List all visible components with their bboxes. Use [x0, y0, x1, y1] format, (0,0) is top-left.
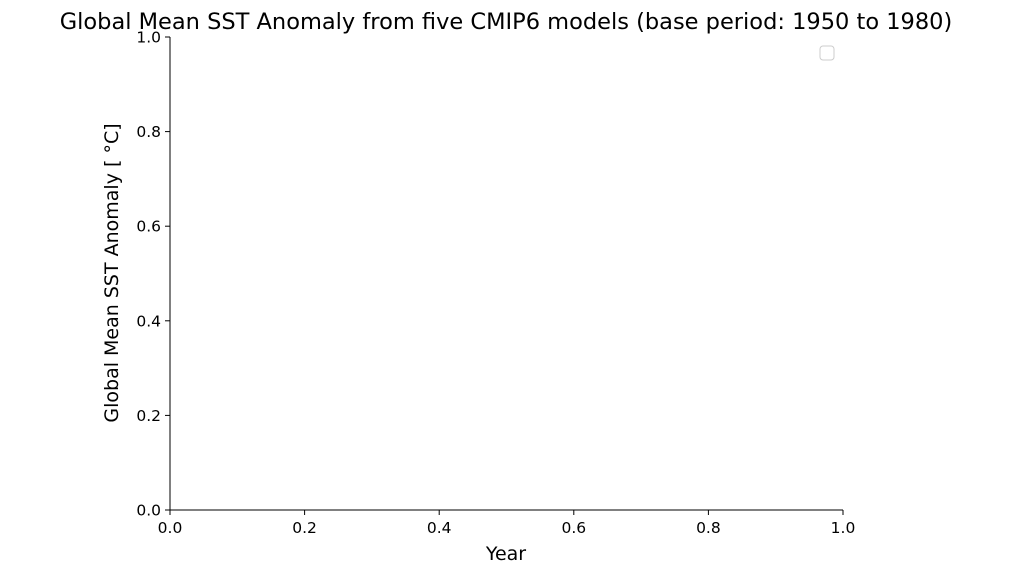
- x-tick-label: 1.0: [831, 519, 856, 537]
- x-tick-label: 0.6: [561, 519, 586, 537]
- x-axis: 0.0 0.2 0.4 0.6 0.8 1.0: [158, 509, 856, 537]
- y-tick-label: 1.0: [136, 29, 161, 47]
- y-axis-label: Global Mean SST Anomaly [ °C]: [101, 123, 123, 422]
- x-tick-label: 0.8: [696, 519, 721, 537]
- y-tick-label: 0.6: [136, 218, 161, 236]
- x-tick-label: 0.2: [292, 519, 317, 537]
- y-tick-label: 0.2: [136, 407, 161, 425]
- x-tick-label: 0.0: [158, 519, 183, 537]
- y-axis: 0.0 0.2 0.4 0.6 0.8 1.0: [136, 29, 171, 520]
- y-tick-label: 0.4: [136, 312, 161, 330]
- y-tick-label: 0.0: [136, 502, 161, 520]
- chart-title: Global Mean SST Anomaly from five CMIP6 …: [60, 9, 953, 35]
- legend-box: [819, 45, 835, 61]
- x-tick-label: 0.4: [427, 519, 452, 537]
- x-axis-label: Year: [485, 543, 526, 565]
- y-tick-label: 0.8: [136, 123, 161, 141]
